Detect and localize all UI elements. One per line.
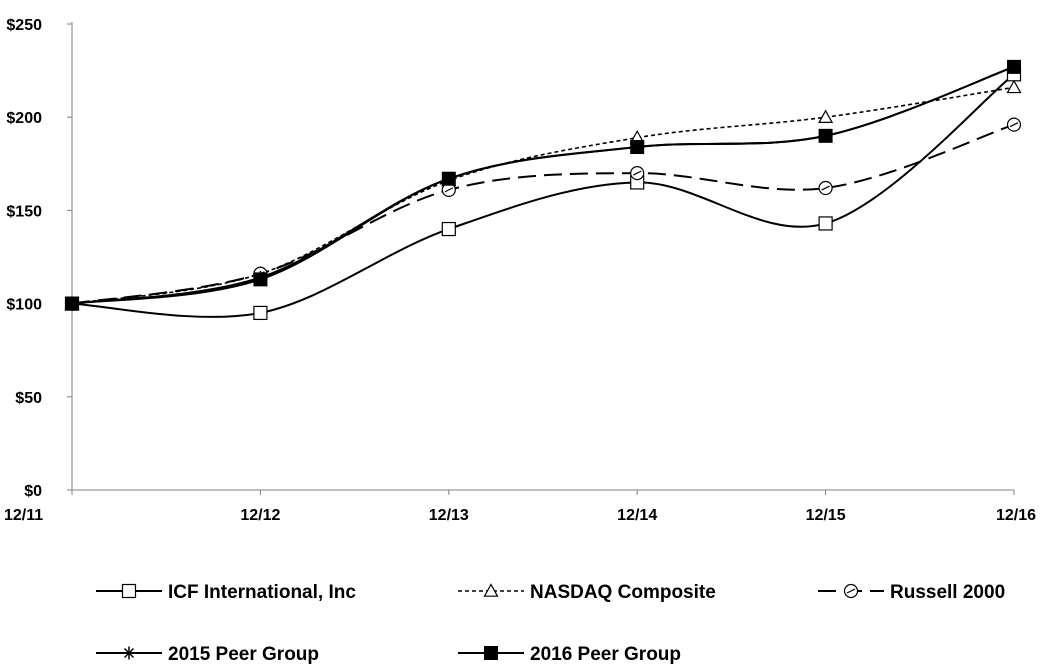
x-tick-label: 12/15 (806, 507, 846, 524)
series-markers (64, 59, 1022, 321)
chart-legend: ICF International, Inc NASDAQ Composite Ru… (96, 582, 1005, 665)
series-line-1 (71, 86, 1015, 305)
y-tick-label: $100 (6, 297, 42, 314)
y-tick-label: $0 (24, 483, 42, 500)
legend-label-2: Russell 2000 (890, 582, 1005, 603)
data-point-series-2 (630, 166, 645, 181)
y-tick-label: $50 (15, 390, 42, 407)
circle-marker-slash (846, 588, 856, 594)
legend-marker-1 (483, 583, 499, 597)
circle-marker-slash (444, 187, 454, 193)
asterisk-stroke (123, 647, 135, 659)
legend-label-1: NASDAQ Composite (530, 582, 716, 603)
series-line-0 (71, 73, 1015, 318)
series-line-2 (71, 123, 1015, 305)
data-point-series-4 (1007, 59, 1021, 74)
x-tick-label: 12/12 (240, 507, 280, 524)
data-point-series-0 (818, 216, 833, 231)
y-tick-label: $200 (6, 110, 42, 127)
circle-marker-slash (632, 170, 642, 176)
legend-marker-0 (121, 583, 137, 599)
series-line-4 (71, 65, 1015, 305)
circle-marker-slash (821, 185, 830, 191)
legend-label-0: ICF International, Inc (168, 582, 356, 603)
data-point-series-4 (253, 272, 268, 287)
series-lines (71, 65, 1015, 318)
y-tick-label: $150 (6, 203, 42, 220)
data-point-series-2 (441, 182, 456, 197)
y-tick-label: $250 (6, 17, 42, 34)
series-line-3 (71, 65, 1015, 305)
data-point-series-4 (65, 296, 79, 311)
circle-marker-slash (1009, 122, 1019, 128)
data-point-series-0 (253, 305, 268, 321)
legend-label-4: 2016 Peer Group (530, 644, 681, 665)
data-point-series-0 (441, 221, 456, 237)
x-tick-label: 12/11 (4, 507, 43, 524)
data-point-series-1 (1006, 79, 1022, 94)
x-tick-label: 12/14 (617, 507, 657, 524)
legend-marker-3 (122, 646, 136, 660)
chart-axes: $0 $50 $100 $150 $200 $250 12/11 12/12 12/13 12/1… (4, 17, 1036, 524)
data-point-series-2 (818, 180, 833, 196)
data-point-series-4 (630, 140, 645, 155)
legend-label-3: 2015 Peer Group (168, 644, 319, 665)
data-point-series-4 (818, 128, 833, 143)
data-point-series-2 (1006, 117, 1022, 132)
legend-marker-4 (484, 646, 498, 660)
data-point-series-4 (441, 171, 456, 186)
legend-marker-2 (843, 583, 859, 599)
data-point-series-1 (818, 109, 834, 124)
x-tick-label: 12/13 (429, 507, 469, 524)
x-tick-label: 12/16 (996, 507, 1036, 524)
